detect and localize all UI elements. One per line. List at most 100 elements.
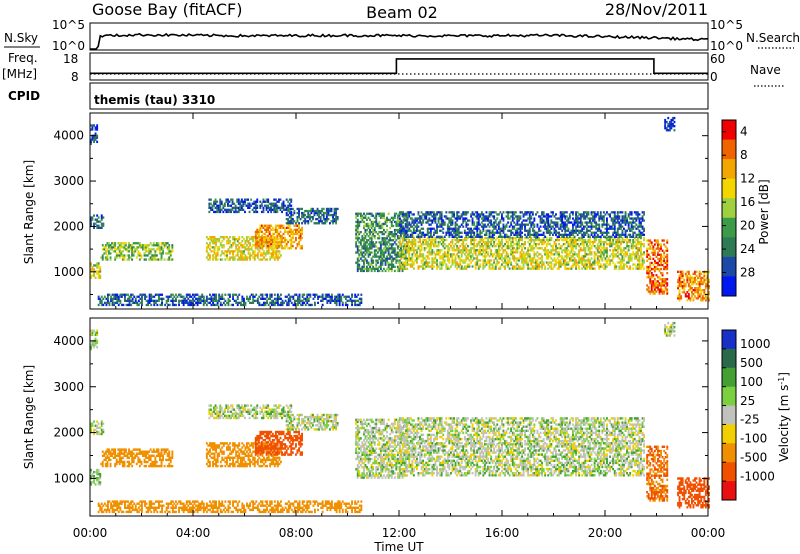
power-cell bbox=[363, 255, 365, 258]
power-cell bbox=[370, 259, 373, 262]
power-cell bbox=[525, 219, 528, 222]
power-cell bbox=[516, 243, 519, 246]
power-cell bbox=[253, 244, 256, 247]
power-cell bbox=[254, 240, 257, 244]
power-cell bbox=[166, 248, 169, 251]
power-cell bbox=[411, 255, 414, 258]
power-cell bbox=[128, 295, 131, 298]
power-cell bbox=[202, 297, 205, 300]
power-cell bbox=[171, 303, 174, 307]
power-cell bbox=[310, 211, 313, 215]
power-cell bbox=[235, 238, 238, 241]
power-cell bbox=[116, 297, 119, 300]
power-cell bbox=[99, 268, 102, 271]
power-cell bbox=[501, 229, 503, 232]
power-cell bbox=[564, 215, 567, 218]
power-cell bbox=[448, 253, 451, 256]
power-cell bbox=[289, 297, 292, 300]
power-cell bbox=[428, 235, 431, 238]
power-cell bbox=[400, 223, 403, 226]
power-cell bbox=[476, 255, 479, 258]
power-cell bbox=[96, 226, 99, 229]
power-cell bbox=[299, 234, 302, 238]
power-cell bbox=[381, 237, 384, 240]
power-cell bbox=[589, 221, 591, 224]
power-cell bbox=[406, 245, 409, 248]
power-cell bbox=[108, 242, 110, 245]
power-cell bbox=[373, 235, 376, 238]
power-cell bbox=[196, 299, 199, 302]
power-cell bbox=[291, 234, 294, 238]
power-cell bbox=[562, 257, 565, 260]
power-cell bbox=[479, 247, 482, 250]
power-cell bbox=[93, 222, 95, 225]
power-cell bbox=[429, 245, 432, 248]
power-cell bbox=[262, 243, 265, 246]
power-cell bbox=[561, 229, 564, 232]
power-cell bbox=[359, 267, 362, 270]
power-cell bbox=[402, 213, 404, 216]
power-cell bbox=[561, 235, 564, 238]
power-cell bbox=[442, 253, 445, 256]
power-cell bbox=[578, 257, 581, 260]
power-cell bbox=[273, 238, 276, 242]
power-cell bbox=[612, 233, 615, 236]
power-cell bbox=[159, 293, 162, 296]
power-cell bbox=[507, 215, 510, 218]
power-cell bbox=[416, 253, 418, 256]
power-cell bbox=[270, 252, 273, 255]
power-cell bbox=[326, 299, 329, 302]
power-cell bbox=[429, 213, 432, 216]
power-cell bbox=[276, 301, 279, 304]
power-cell bbox=[381, 249, 384, 252]
power-cell bbox=[601, 240, 604, 244]
power-cell bbox=[484, 259, 486, 262]
power-cell bbox=[338, 295, 341, 298]
power-cell bbox=[227, 293, 230, 296]
power-cell bbox=[524, 223, 526, 226]
power-cell bbox=[521, 249, 523, 252]
power-cell bbox=[440, 249, 443, 252]
power-cell bbox=[319, 211, 322, 215]
power-cell bbox=[626, 265, 628, 268]
power-cell bbox=[508, 236, 511, 240]
power-cell bbox=[638, 265, 641, 268]
power-cell bbox=[375, 216, 378, 219]
power-cell bbox=[265, 240, 268, 244]
power-cell bbox=[258, 258, 261, 261]
power-cell bbox=[457, 229, 460, 232]
power-cell bbox=[411, 265, 414, 268]
power-cell bbox=[471, 236, 474, 240]
power-cell bbox=[395, 251, 398, 254]
power-cell bbox=[429, 243, 432, 246]
power-cell bbox=[443, 238, 446, 242]
power-cell bbox=[271, 245, 274, 248]
power-cell bbox=[559, 263, 562, 266]
power-cell bbox=[425, 265, 428, 268]
power-cell bbox=[128, 244, 130, 247]
power-cell bbox=[502, 225, 505, 228]
power-cell bbox=[232, 254, 234, 257]
power-cell bbox=[395, 220, 398, 224]
power-cell bbox=[396, 255, 399, 258]
power-cell bbox=[451, 229, 454, 232]
power-cell bbox=[396, 224, 399, 228]
power-cell bbox=[504, 267, 506, 270]
power-cell bbox=[581, 227, 584, 230]
power-cell bbox=[570, 267, 573, 270]
power-cell bbox=[182, 295, 185, 298]
power-cell bbox=[123, 248, 126, 251]
power-cell bbox=[264, 254, 267, 257]
power-cell bbox=[521, 227, 523, 230]
power-cell bbox=[606, 247, 608, 250]
power-cell bbox=[241, 252, 244, 255]
power-cell bbox=[535, 265, 537, 268]
power-cell bbox=[559, 227, 562, 230]
power-cell bbox=[236, 248, 239, 251]
power-cell bbox=[274, 247, 277, 250]
power-cell bbox=[381, 241, 384, 244]
power-cell bbox=[511, 247, 514, 250]
power-cell bbox=[256, 204, 259, 207]
power-cell bbox=[213, 297, 216, 300]
